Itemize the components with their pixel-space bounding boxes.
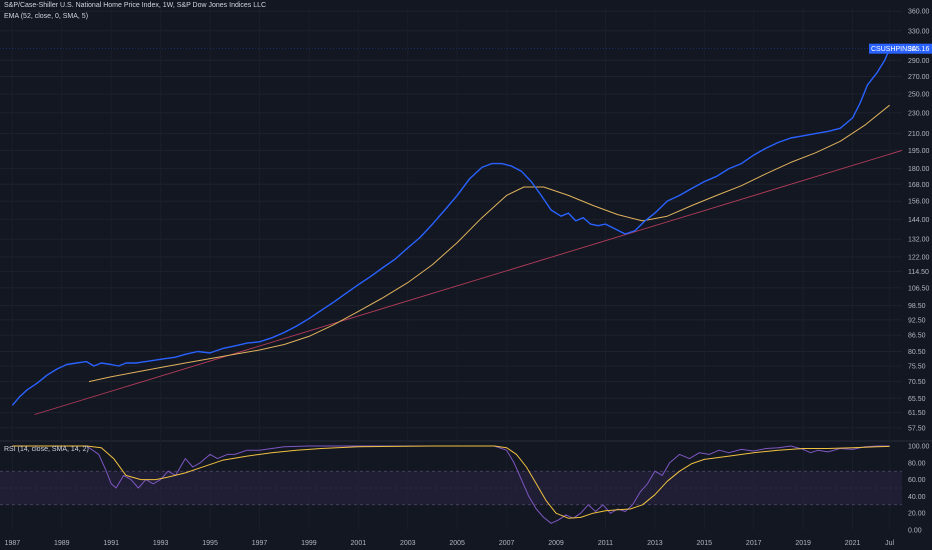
time-tick-label-2007: 2007 [499,540,515,547]
rsi-tick-label-100-00: 100.00 [908,444,930,451]
price-tick-label-70-50: 70.50 [908,379,926,386]
time-tick-label-2009: 2009 [548,540,564,547]
rsi-indicator-title: RSI (14, close, SMA, 14, 2) [4,446,89,453]
rsi-pane-series [12,445,890,524]
price-axis[interactable]: 360.00 330.00 290.00 270.00 250.00 230.00 210.… [908,9,930,433]
rsi-tick-label-20-00: 20.00 [908,511,926,518]
time-tick-label-2021: 2021 [845,540,861,547]
time-tick-label-1999: 1999 [301,540,317,547]
rsi-series-line-rsi-based-ma [12,445,890,519]
price-tick-label-210-00: 210.00 [908,131,930,138]
time-tick-label-1993: 1993 [153,540,169,547]
price-tick-label-122-00: 122.00 [908,254,930,261]
price-tick-label-156-00: 156.00 [908,199,930,206]
main-pane-series [11,48,903,415]
time-tick-label-1991: 1991 [103,540,119,547]
main-series-title: S&P/Case-Shiller U.S. National Home Pric… [4,2,267,9]
price-tick-label-114-50: 114.50 [908,269,929,276]
price-tick-label-57-50: 57.50 [908,425,926,432]
price-tag-symbol: CSUSHPINSA [871,46,917,53]
price-tick-label-61-50: 61.50 [908,410,926,417]
price-tick-label-195-00: 195.00 [908,148,930,155]
price-tick-label-86-50: 86.50 [908,333,926,340]
price-tick-label-65-50: 65.50 [908,396,926,403]
time-tick-label-2005: 2005 [449,540,465,547]
series-line-ema [88,104,890,383]
price-tag-value: 305.16 [908,46,930,53]
price-tick-label-180-00: 180.00 [908,166,930,173]
time-tick-label-1987: 1987 [5,540,21,547]
time-tick-label-1989: 1989 [54,540,70,547]
price-tick-label-98-50: 98.50 [908,303,926,310]
price-tick-label-106-50: 106.50 [908,285,930,292]
price-tag-background [869,43,932,54]
price-tick-label-80-50: 80.50 [908,349,926,356]
price-tick-label-330-00: 330.00 [908,28,930,35]
price-tick-label-360-00: 360.00 [908,9,930,16]
time-tick-label-2017: 2017 [746,540,762,547]
time-axis[interactable]: 1987 1989 1991 1993 1995 1997 1999 2001 2003 2005… [5,540,895,547]
time-tick-label-2019: 2019 [795,540,811,547]
time-tick-label-1995: 1995 [202,540,218,547]
ema-indicator-title: EMA (52, close, 0, SMA, 5) [4,13,89,20]
rsi-axis[interactable]: 100.00 80.00 60.00 40.00 20.00 0.00 [908,444,930,535]
price-tick-label-144-00: 144.00 [908,217,930,224]
main-series-legend[interactable]: S&P/Case-Shiller U.S. National Home Pric… [4,2,266,9]
price-tick-label-92-50: 92.50 [908,317,926,324]
main-pane-grid [0,8,932,530]
price-tick-label-270-00: 270.00 [908,74,930,81]
time-tick-label-2013: 2013 [647,540,663,547]
rsi-tick-label-40-00: 40.00 [908,494,926,501]
rsi-pane-grid [0,470,902,506]
price-tick-label-168-00: 168.00 [908,182,930,189]
price-tick-label-230-00: 230.00 [908,110,930,117]
last-price-tag: CSUSHPINSA 305.16 [869,43,932,54]
time-tick-label-2011: 2011 [598,540,613,547]
time-tick-label-2015: 2015 [697,540,713,547]
time-tick-label-2003: 2003 [400,540,416,547]
time-tick-label-1997: 1997 [252,540,268,547]
rsi-tick-label-80-00: 80.00 [908,460,926,467]
price-tick-label-250-00: 250.00 [908,91,930,98]
rsi-indicator-legend[interactable]: RSI (14, close, SMA, 14, 2) [4,446,89,453]
price-tick-label-75-50: 75.50 [908,364,926,371]
rsi-tick-label-60-00: 60.00 [908,477,926,484]
ema-indicator-legend[interactable]: EMA (52, close, 0, SMA, 5) [4,13,88,20]
price-tick-label-290-00: 290.00 [908,58,930,65]
rsi-tick-label-0-00: 0.00 [908,528,922,535]
series-line-trend [34,149,903,415]
time-tick-label-jul: Jul [885,540,894,547]
price-tick-label-132-00: 132.00 [908,237,930,244]
series-line-csushpinsa [11,48,891,406]
time-tick-label-2001: 2001 [351,540,367,547]
